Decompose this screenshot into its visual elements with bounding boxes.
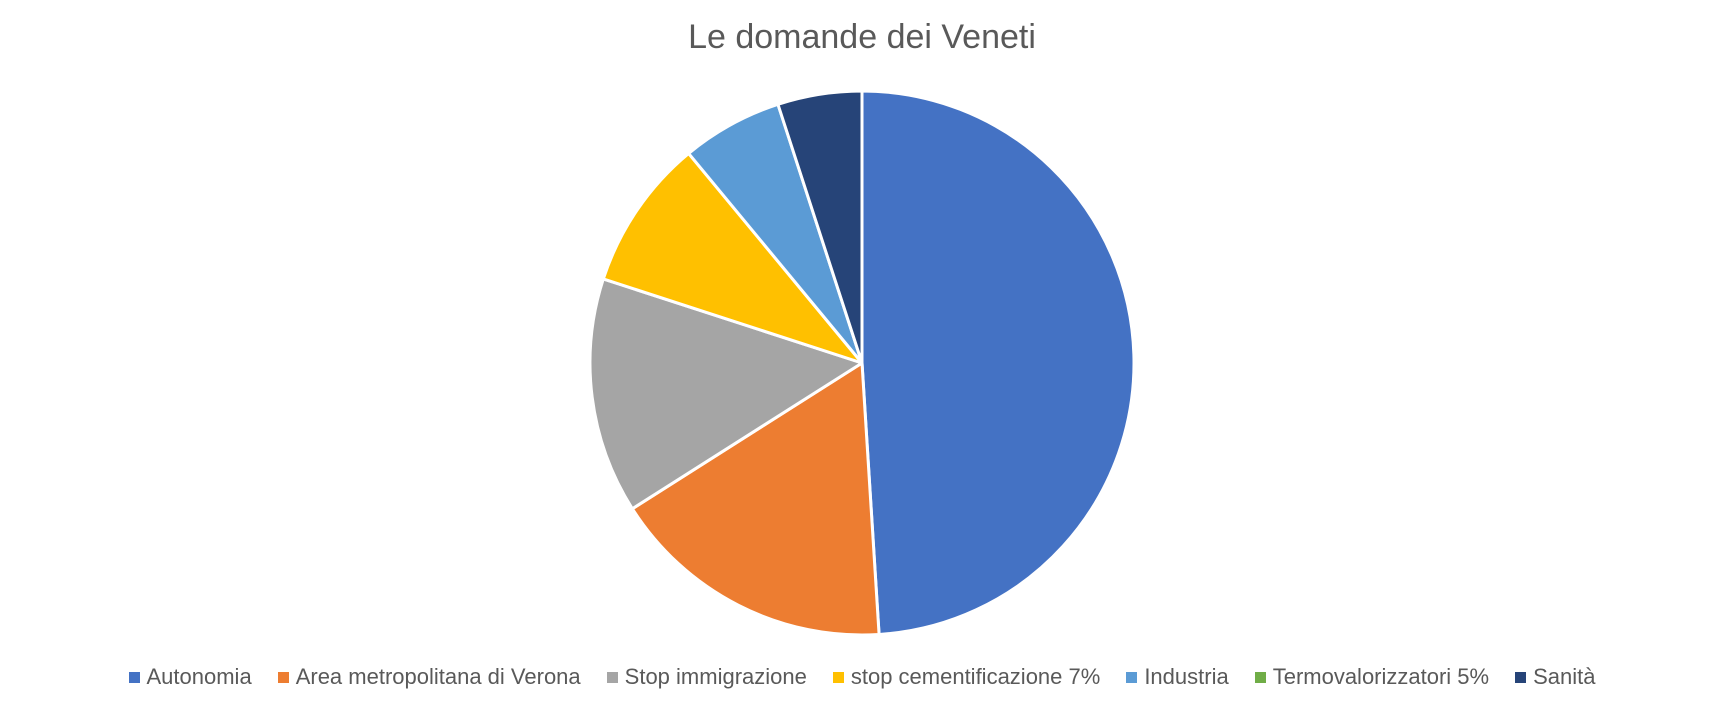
legend-swatch: [832, 671, 844, 683]
pie-slice-7: [776, 89, 864, 365]
legend-item-3: Stop immigrazione: [606, 664, 807, 690]
legend-item-5: Industria: [1126, 664, 1229, 690]
legend-label: Area metropolitana di Verona: [295, 664, 581, 689]
legend-label: stop cementificazione 7%: [850, 664, 1101, 689]
pie-slice-2: [630, 361, 881, 637]
legend-label: Industria: [1144, 664, 1229, 689]
legend-swatch: [606, 671, 618, 683]
pie-slice-3: [588, 277, 864, 511]
legend-item-2: Area metropolitana di Verona: [277, 664, 581, 690]
chart-title: Le domande dei Veneti: [688, 18, 1036, 56]
legend-swatch: [1254, 671, 1266, 683]
legend-swatch: [1126, 671, 1138, 683]
legend-label: Autonomia: [146, 664, 252, 689]
legend-label: Sanità: [1533, 664, 1596, 689]
pie-slice-4: [601, 151, 864, 365]
legend-label: Termovalorizzatori 5%: [1272, 664, 1490, 689]
pie-slice-1: [860, 89, 1136, 636]
legend-item-6: Termovalorizzatori 5%: [1254, 664, 1490, 690]
chart-legend: Autonomia Area metropolitana di Verona Sto…: [0, 664, 1724, 690]
legend-item-7: Sanità: [1515, 664, 1596, 690]
legend-item-1: Autonomia: [128, 664, 252, 690]
legend-item-4: stop cementificazione 7%: [832, 664, 1101, 690]
legend-label: Stop immigrazione: [624, 664, 807, 689]
legend-swatch: [1515, 671, 1527, 683]
legend-swatch: [277, 671, 289, 683]
legend-swatch: [128, 671, 140, 683]
